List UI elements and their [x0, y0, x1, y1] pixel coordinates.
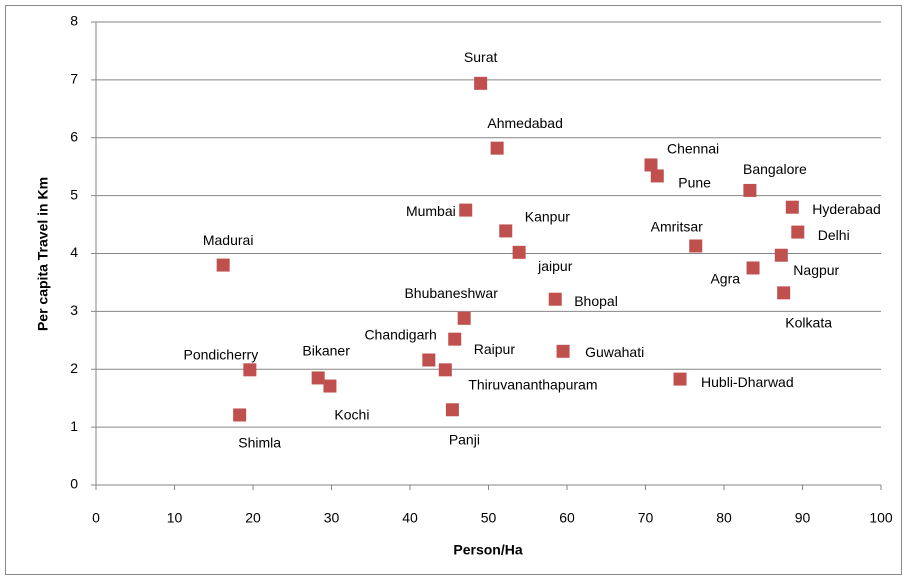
- x-tick-label: 50: [481, 510, 497, 526]
- point-label: Raipur: [474, 341, 516, 357]
- point-label: Delhi: [818, 227, 850, 243]
- point-label: jaipur: [537, 258, 573, 274]
- y-tick-label: 6: [70, 128, 78, 144]
- chart-frame: [5, 5, 902, 575]
- point-label: Guwahati: [585, 344, 644, 360]
- point-label: Bangalore: [743, 161, 807, 177]
- point-label: Nagpur: [793, 262, 839, 278]
- y-tick-label: 4: [70, 244, 78, 260]
- point-label: Bhubaneshwar: [404, 285, 498, 301]
- point-label: Chandigarh: [364, 327, 436, 343]
- point: [743, 183, 757, 197]
- point: [474, 76, 488, 90]
- x-tick-label: 30: [324, 510, 340, 526]
- point: [746, 261, 760, 275]
- x-tick-label: 100: [869, 510, 893, 526]
- point: [548, 292, 562, 306]
- point: [673, 372, 687, 386]
- x-tick-label: 90: [795, 510, 811, 526]
- point: [512, 245, 526, 259]
- x-tick-label: 60: [559, 510, 575, 526]
- point: [777, 286, 791, 300]
- y-axis-title: Per capita Travel in Km: [35, 177, 51, 331]
- x-tick-label: 70: [638, 510, 654, 526]
- point-label: Mumbai: [406, 203, 456, 219]
- point: [689, 239, 703, 253]
- point-label: Bhopal: [574, 293, 618, 309]
- point-label: Bikaner: [302, 343, 350, 359]
- point: [650, 169, 664, 183]
- point: [323, 379, 337, 393]
- y-tick-label: 0: [70, 476, 78, 492]
- point: [457, 311, 471, 325]
- point-label: Pondicherry: [184, 347, 259, 363]
- y-tick-label: 1: [70, 418, 78, 434]
- point-label: Hyderabad: [812, 201, 881, 217]
- point: [556, 344, 570, 358]
- x-axis-title: Person/Ha: [453, 542, 522, 558]
- point-label: Hubli-Dharwad: [701, 374, 794, 390]
- y-tick-label: 2: [70, 360, 78, 376]
- point: [448, 332, 462, 346]
- point-label: Thiruvananthapuram: [468, 377, 597, 393]
- point-label: Shimla: [238, 435, 281, 451]
- point-label: Amritsar: [651, 219, 703, 235]
- point-label: Chennai: [667, 141, 719, 157]
- point: [311, 371, 325, 385]
- y-tick-label: 5: [70, 186, 78, 202]
- point: [499, 224, 513, 238]
- point: [243, 363, 257, 377]
- point-label: Panji: [449, 431, 480, 447]
- x-tick-label: 0: [92, 510, 100, 526]
- x-tick-label: 40: [402, 510, 418, 526]
- x-tick-label: 20: [245, 510, 261, 526]
- point-label: Ahmedabad: [487, 115, 563, 131]
- y-tick-label: 8: [70, 13, 78, 29]
- point-label: Kanpur: [525, 209, 570, 225]
- point-label: Kochi: [334, 407, 369, 423]
- x-tick-label: 10: [167, 510, 183, 526]
- point: [644, 158, 658, 172]
- point: [216, 258, 230, 272]
- point: [438, 363, 452, 377]
- point-label: Kolkata: [785, 315, 832, 331]
- point: [459, 203, 473, 217]
- point: [422, 353, 436, 367]
- y-tick-label: 7: [70, 71, 78, 87]
- point: [490, 141, 504, 155]
- point-label: Agra: [710, 271, 740, 287]
- point-label: Madurai: [203, 232, 254, 248]
- x-tick-label: 80: [716, 510, 732, 526]
- point-label: Pune: [678, 175, 711, 191]
- y-tick-label: 3: [70, 302, 78, 318]
- point: [774, 248, 788, 262]
- point: [785, 200, 799, 214]
- point: [791, 225, 805, 239]
- point: [445, 403, 459, 417]
- point: [233, 408, 247, 422]
- point-label: Surat: [464, 49, 498, 65]
